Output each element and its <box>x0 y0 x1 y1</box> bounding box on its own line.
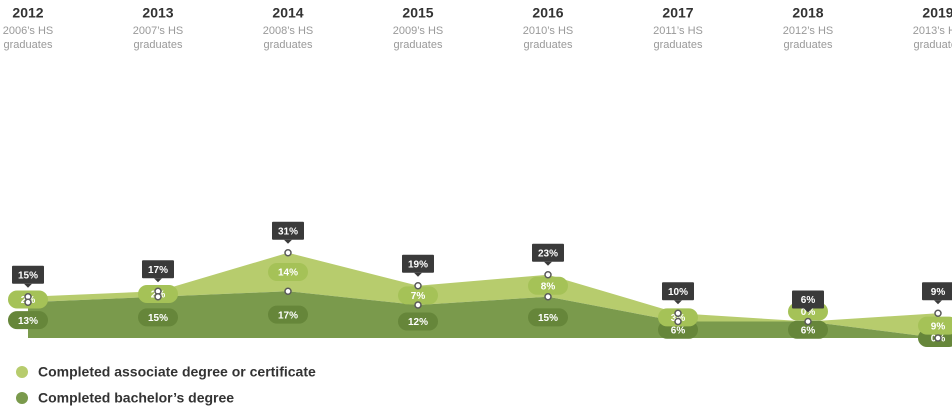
total-pointer <box>414 272 422 277</box>
total-box <box>922 282 952 301</box>
value-label: 6% <box>671 325 686 336</box>
year-note: 2012’s HS <box>783 25 834 37</box>
total-box <box>142 260 174 279</box>
year-note: 2007’s HS <box>133 25 184 37</box>
legend-label: Completed bachelor’s degree <box>38 390 234 406</box>
total-box <box>792 290 824 309</box>
value-pill <box>398 312 438 331</box>
total-pointer <box>934 300 942 305</box>
area <box>28 252 938 338</box>
total-pointer <box>154 278 162 283</box>
total-label: 17% <box>148 265 168 276</box>
total-box <box>272 221 304 240</box>
value-label: 7% <box>411 291 426 302</box>
value-label: 13% <box>18 316 38 327</box>
total-label: 15% <box>18 270 38 281</box>
year-note: 2009’s HS <box>393 25 444 37</box>
year-label: 2015 <box>402 5 433 21</box>
stack-dot <box>284 287 292 295</box>
stack-dot <box>674 317 682 326</box>
year-note: graduates <box>394 39 443 51</box>
stack-dot <box>414 301 422 309</box>
total-dot <box>674 309 682 317</box>
year-label: 2013 <box>142 5 173 21</box>
year-label: 2012 <box>12 5 43 21</box>
total-label: 23% <box>538 248 558 259</box>
value-label: 17% <box>278 310 298 321</box>
total-label: 19% <box>408 259 428 270</box>
year-label: 2018 <box>792 5 823 21</box>
total-box <box>12 265 44 284</box>
legend-label: Completed associate degree or certificat… <box>38 364 316 380</box>
year-note: 2008’s HS <box>263 25 314 37</box>
value-pill <box>528 276 568 295</box>
value-label: 6% <box>801 325 816 336</box>
total-pointer <box>804 308 812 313</box>
value-pill <box>918 316 952 335</box>
stack-dot <box>154 293 162 301</box>
value-label: 15% <box>148 313 168 324</box>
stack-dot <box>544 293 552 301</box>
year-note: 2013’s HS <box>913 25 952 37</box>
value-label: 8% <box>541 281 556 292</box>
value-label: 14% <box>278 268 298 279</box>
year-note: graduates <box>524 39 573 51</box>
year-note: graduates <box>134 39 183 51</box>
value-label: 0% <box>801 307 816 318</box>
stack-dot <box>24 298 32 306</box>
value-label: 9% <box>931 321 946 332</box>
year-note: graduates <box>4 39 53 51</box>
value-pill <box>788 320 828 339</box>
total-dot <box>804 317 812 326</box>
total-box <box>662 282 694 301</box>
value-pill <box>398 286 438 305</box>
year-note: 2010’s HS <box>523 25 574 37</box>
value-pill <box>8 311 48 330</box>
year-label: 2016 <box>532 5 563 21</box>
area <box>28 291 938 338</box>
value-pill <box>268 305 308 324</box>
year-note: graduates <box>784 39 833 51</box>
stack-dot <box>934 334 942 342</box>
year-label: 2014 <box>272 5 303 21</box>
value-pill <box>138 308 178 327</box>
year-note: graduates <box>654 39 703 51</box>
year-note: 2006’s HS <box>3 25 54 37</box>
value-pill <box>658 308 698 327</box>
total-dot <box>414 282 422 290</box>
year-note: graduates <box>914 39 952 51</box>
value-pill <box>528 308 568 327</box>
total-label: 6% <box>801 295 816 306</box>
year-label: 2019 <box>922 5 952 21</box>
total-dot <box>284 249 292 257</box>
total-label: 31% <box>278 226 298 237</box>
total-box <box>402 254 434 273</box>
total-pointer <box>674 300 682 305</box>
value-label: 12% <box>408 317 428 328</box>
total-label: 10% <box>668 287 688 298</box>
total-box <box>532 243 564 262</box>
total-label: 9% <box>931 287 946 298</box>
total-dot <box>544 271 552 279</box>
value-label: 15% <box>538 313 558 324</box>
total-dot <box>934 309 942 317</box>
legend-swatch <box>16 366 28 378</box>
year-note: 2011’s HS <box>653 25 703 37</box>
year-note: graduates <box>264 39 313 51</box>
total-pointer <box>284 239 292 244</box>
legend-swatch <box>16 392 28 404</box>
total-pointer <box>24 283 32 288</box>
total-pointer <box>544 261 552 266</box>
value-pill <box>268 263 308 281</box>
year-label: 2017 <box>662 5 693 21</box>
